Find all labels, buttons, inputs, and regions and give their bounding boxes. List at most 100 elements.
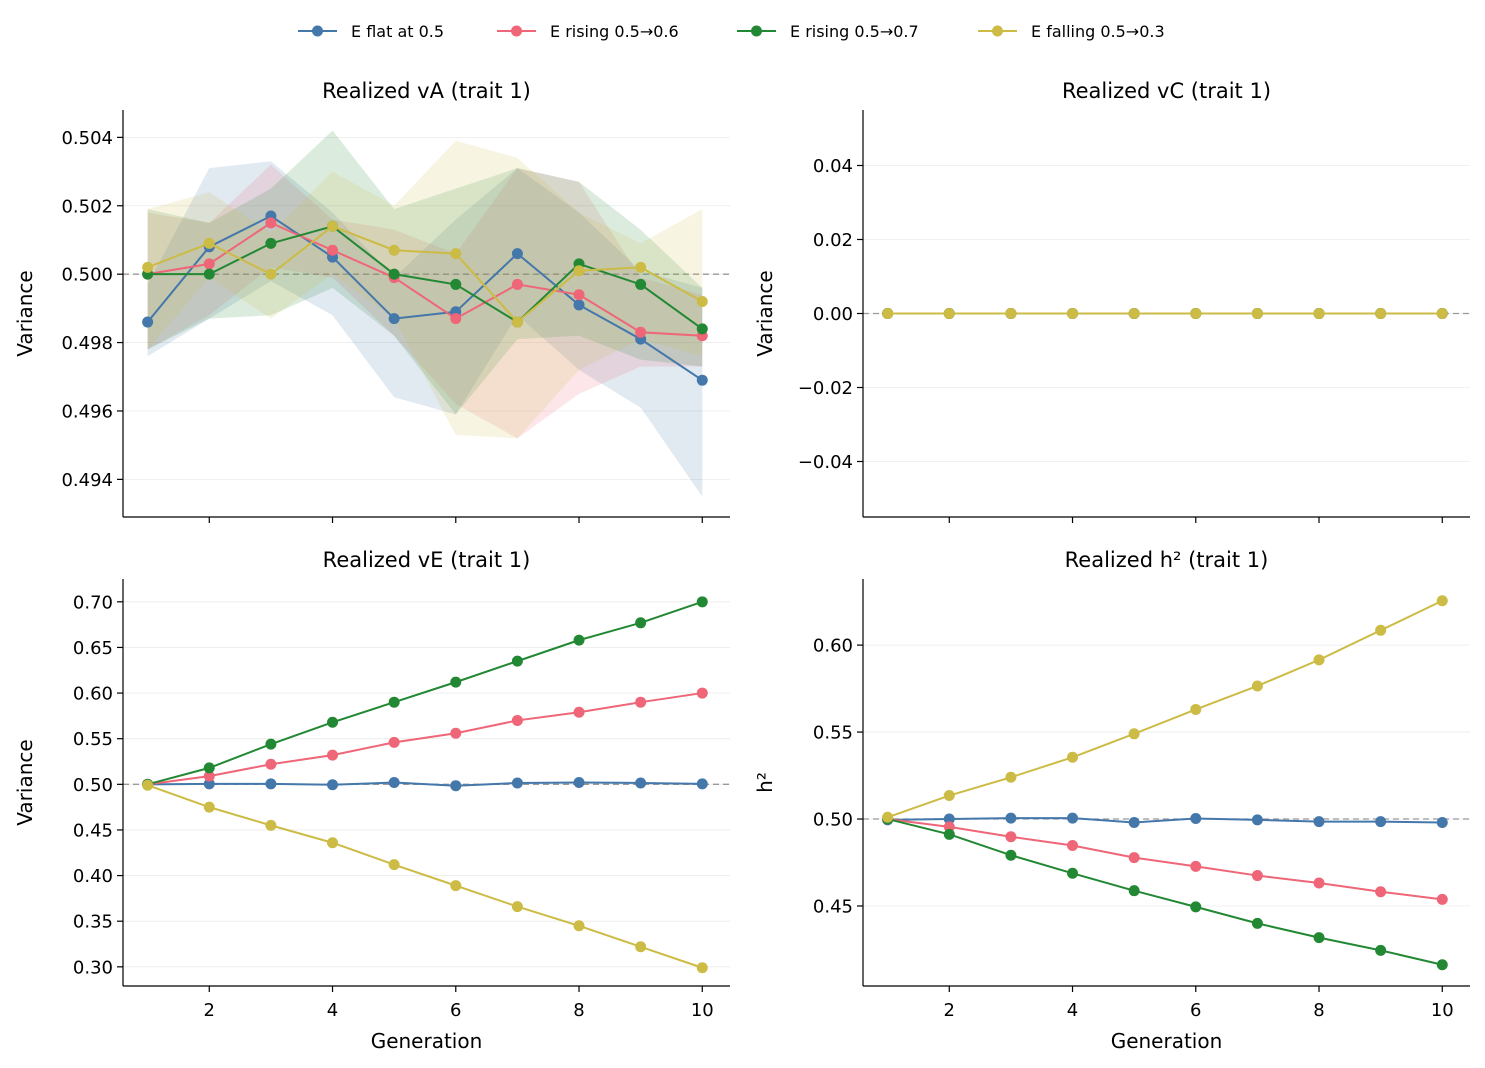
data-point (696, 296, 708, 308)
data-point (142, 779, 154, 791)
data-point (327, 779, 339, 791)
data-point (265, 237, 277, 249)
data-point (450, 727, 462, 739)
series-line (887, 817, 1443, 824)
data-point (1313, 932, 1325, 944)
data-point (1375, 308, 1387, 319)
x-axis-label: Generation (1111, 1029, 1223, 1053)
series-line (887, 818, 1443, 901)
data-point (696, 687, 708, 699)
chart-panel: −0.04 −0.02 0.00 0.02 0.04 Realized vC (trait… (753, 79, 1470, 523)
band-group (147, 130, 703, 497)
legend-entry: E falling 0.5→0.3 (978, 22, 1165, 41)
data-point (1375, 624, 1387, 636)
data-point (511, 777, 523, 789)
y-tick-label: 0.04 (813, 156, 853, 177)
data-point (450, 313, 462, 325)
data-point (327, 244, 339, 256)
data-point (1005, 771, 1017, 783)
data-point (635, 696, 647, 708)
legend-marker (312, 25, 323, 37)
data-point (450, 676, 462, 688)
data-point (1067, 839, 1079, 851)
legend-marker (751, 25, 762, 37)
y-tick-label: 0.504 (61, 128, 113, 149)
data-point (1251, 308, 1263, 319)
x-tick-label: 4 (327, 1000, 338, 1021)
data-point (1436, 308, 1448, 319)
data-point (327, 716, 339, 728)
y-axis-label: Variance (13, 270, 37, 356)
data-point (142, 261, 154, 273)
data-point (450, 880, 462, 892)
y-tick-label: 0.70 (73, 592, 113, 613)
series-line (147, 692, 703, 786)
data-point (203, 268, 215, 280)
legend: E flat at 0.5 E rising 0.5→0.6 E rising 0.… (298, 22, 1165, 41)
data-point (511, 316, 523, 328)
chart-panel: 0.45 0.50 0.55 0.60 2 4 6 8 10 Realized h² (trait… (753, 548, 1470, 1053)
data-point (1005, 849, 1017, 861)
panel-title: Realized vA (trait 1) (322, 79, 531, 103)
data-point (1375, 886, 1387, 898)
data-point (388, 696, 400, 708)
series-line (147, 784, 703, 969)
data-point (1436, 893, 1448, 905)
data-point (1190, 703, 1202, 715)
y-tick-label: 0.60 (813, 636, 853, 657)
data-point (1190, 813, 1202, 825)
data-point (511, 714, 523, 726)
data-point (882, 308, 894, 319)
data-point (511, 655, 523, 667)
series (882, 595, 1448, 823)
x-tick-label: 8 (1313, 1000, 1324, 1021)
data-point (573, 706, 585, 718)
y-tick-label: 0.496 (61, 401, 113, 422)
data-point (265, 758, 277, 770)
data-point (696, 323, 708, 335)
y-tick-label: 0.30 (73, 957, 113, 978)
y-tick-label: −0.02 (798, 378, 853, 399)
y-tick-label: 0.45 (813, 896, 853, 917)
data-point (388, 313, 400, 325)
series (882, 813, 1448, 905)
confidence-band (147, 164, 703, 439)
data-point (203, 762, 215, 774)
data-point (943, 828, 955, 840)
legend-marker (992, 25, 1003, 37)
data-point (635, 278, 647, 290)
data-point (1128, 885, 1140, 897)
series (882, 812, 1448, 829)
x-tick-label: 2 (944, 1000, 955, 1021)
x-tick-label: 2 (204, 1000, 215, 1021)
data-point (1190, 308, 1202, 319)
x-tick-label: 10 (1431, 1000, 1454, 1021)
data-point (327, 837, 339, 849)
data-point (1436, 817, 1448, 829)
data-point (450, 248, 462, 260)
confidence-band (147, 140, 703, 439)
data-point (1313, 308, 1325, 319)
series (882, 308, 1448, 319)
series-line (887, 818, 1443, 966)
data-point (635, 326, 647, 338)
data-point (1190, 901, 1202, 913)
data-point (203, 801, 215, 813)
data-point (635, 777, 647, 789)
series-line (147, 600, 703, 786)
data-point (1375, 944, 1387, 956)
y-tick-label: 0.65 (73, 638, 113, 659)
x-tick-label: 6 (450, 1000, 461, 1021)
chart-panel: 0.30 0.35 0.40 0.45 0.50 0.55 0.60 0.65 0.70 2 4 6 8… (13, 548, 730, 1053)
data-point (1005, 831, 1017, 843)
data-point (573, 265, 585, 277)
data-point (1128, 852, 1140, 864)
x-tick-label: 10 (691, 1000, 714, 1021)
data-point (573, 920, 585, 932)
y-tick-label: 0.35 (73, 912, 113, 933)
y-axis-label: h² (753, 772, 777, 793)
x-tick-label: 4 (1067, 1000, 1078, 1021)
data-point (1005, 812, 1017, 824)
data-point (882, 811, 894, 823)
data-point (696, 778, 708, 790)
